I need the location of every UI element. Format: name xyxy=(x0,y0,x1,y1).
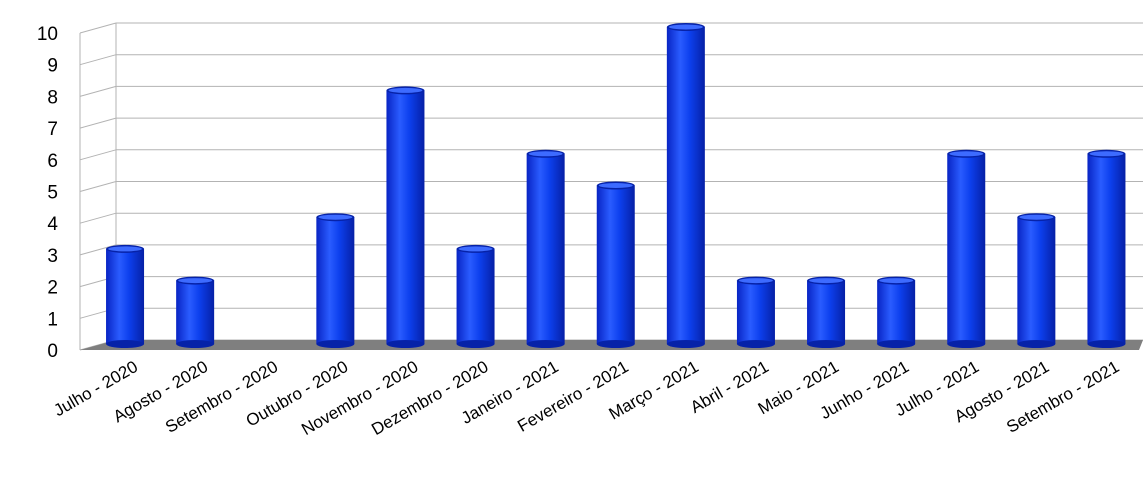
bar-cap-highlight xyxy=(178,278,213,284)
y-tick-label: 8 xyxy=(47,87,58,108)
bar-cap-highlight xyxy=(1089,151,1124,157)
bar xyxy=(1017,213,1056,348)
y-tick-label: 2 xyxy=(47,278,58,299)
bar-base xyxy=(386,340,425,348)
y-tick-label: 5 xyxy=(47,183,58,204)
bar-body xyxy=(456,248,495,344)
bar xyxy=(456,244,495,348)
bar xyxy=(1087,149,1126,348)
side-gridline xyxy=(79,54,117,66)
bar xyxy=(877,276,916,348)
bar-cap-highlight xyxy=(949,151,984,157)
bar-body xyxy=(807,280,846,344)
x-tick-label: Novembro - 2020 xyxy=(298,357,421,439)
y-tick-label: 3 xyxy=(47,246,58,267)
bar-cap-highlight xyxy=(388,87,423,93)
side-gridline xyxy=(79,85,117,97)
bar-base xyxy=(106,340,145,348)
bar-cap-highlight xyxy=(458,246,493,252)
y-tick-label: 6 xyxy=(47,151,58,172)
bar xyxy=(947,149,986,348)
bar-cap-highlight xyxy=(108,246,143,252)
bar-body xyxy=(596,185,635,344)
y-tick-label: 4 xyxy=(47,214,58,235)
bar xyxy=(526,149,565,348)
bar-body xyxy=(106,248,145,344)
bar-body xyxy=(736,280,775,344)
bar-base xyxy=(877,340,916,348)
bar-base xyxy=(1087,340,1126,348)
bar-cap-highlight xyxy=(1019,214,1054,220)
side-gridline xyxy=(79,117,117,129)
bars xyxy=(106,23,1126,348)
bar-body xyxy=(1017,217,1056,344)
side-gridline xyxy=(79,181,117,192)
bar-body xyxy=(1087,153,1126,344)
bar xyxy=(106,244,145,348)
bar-body xyxy=(666,27,705,344)
bar-body xyxy=(176,280,215,344)
bar-base xyxy=(456,340,495,348)
bar-base xyxy=(947,340,986,348)
side-gridline xyxy=(79,149,117,161)
bar xyxy=(316,213,355,348)
bar-base xyxy=(316,340,355,348)
bar-base xyxy=(807,340,846,348)
y-tick-label: 0 xyxy=(47,341,58,362)
bar-body xyxy=(316,217,355,344)
bar-base xyxy=(526,340,565,348)
bar xyxy=(736,276,775,348)
y-tick-label: 9 xyxy=(47,56,58,77)
bar-cap-highlight xyxy=(879,278,914,284)
bar xyxy=(596,181,635,348)
bar xyxy=(666,23,705,348)
y-tick-label: 7 xyxy=(47,119,58,140)
side-gridline xyxy=(79,212,117,224)
bar xyxy=(386,86,425,348)
bar-body xyxy=(877,280,916,344)
bar-body xyxy=(526,153,565,344)
bar-body xyxy=(947,153,986,344)
side-gridline xyxy=(79,22,117,34)
bar xyxy=(807,276,846,348)
bar-cap-highlight xyxy=(809,278,844,284)
bar xyxy=(176,276,215,348)
bar-base xyxy=(176,340,215,348)
x-tick-label: Dezembro - 2020 xyxy=(368,357,491,439)
bar-base xyxy=(596,340,635,348)
bar-cap-highlight xyxy=(528,151,563,157)
bar-cap-highlight xyxy=(738,278,773,284)
bar-base xyxy=(666,340,705,348)
y-axis-ticks: 0 1 2 3 4 5 6 7 8 9 10 xyxy=(37,24,59,362)
y-tick-label: 10 xyxy=(37,24,58,45)
y-tick-label: 1 xyxy=(47,309,58,330)
bar-base xyxy=(1017,340,1056,348)
bar-cap-highlight xyxy=(668,24,703,30)
bar-body xyxy=(386,90,425,345)
bar-base xyxy=(736,340,775,348)
bar-cap-highlight xyxy=(598,183,633,188)
bar-cap-highlight xyxy=(318,214,353,220)
